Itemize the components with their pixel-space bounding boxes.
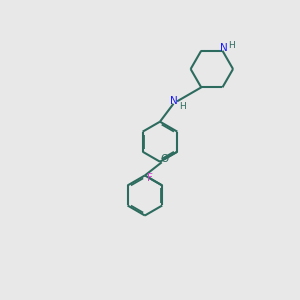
Text: O: O xyxy=(160,154,168,164)
Text: F: F xyxy=(146,173,152,183)
Text: N: N xyxy=(169,96,177,106)
Text: H: H xyxy=(179,102,186,111)
Text: H: H xyxy=(229,41,235,50)
Text: N: N xyxy=(220,43,228,53)
